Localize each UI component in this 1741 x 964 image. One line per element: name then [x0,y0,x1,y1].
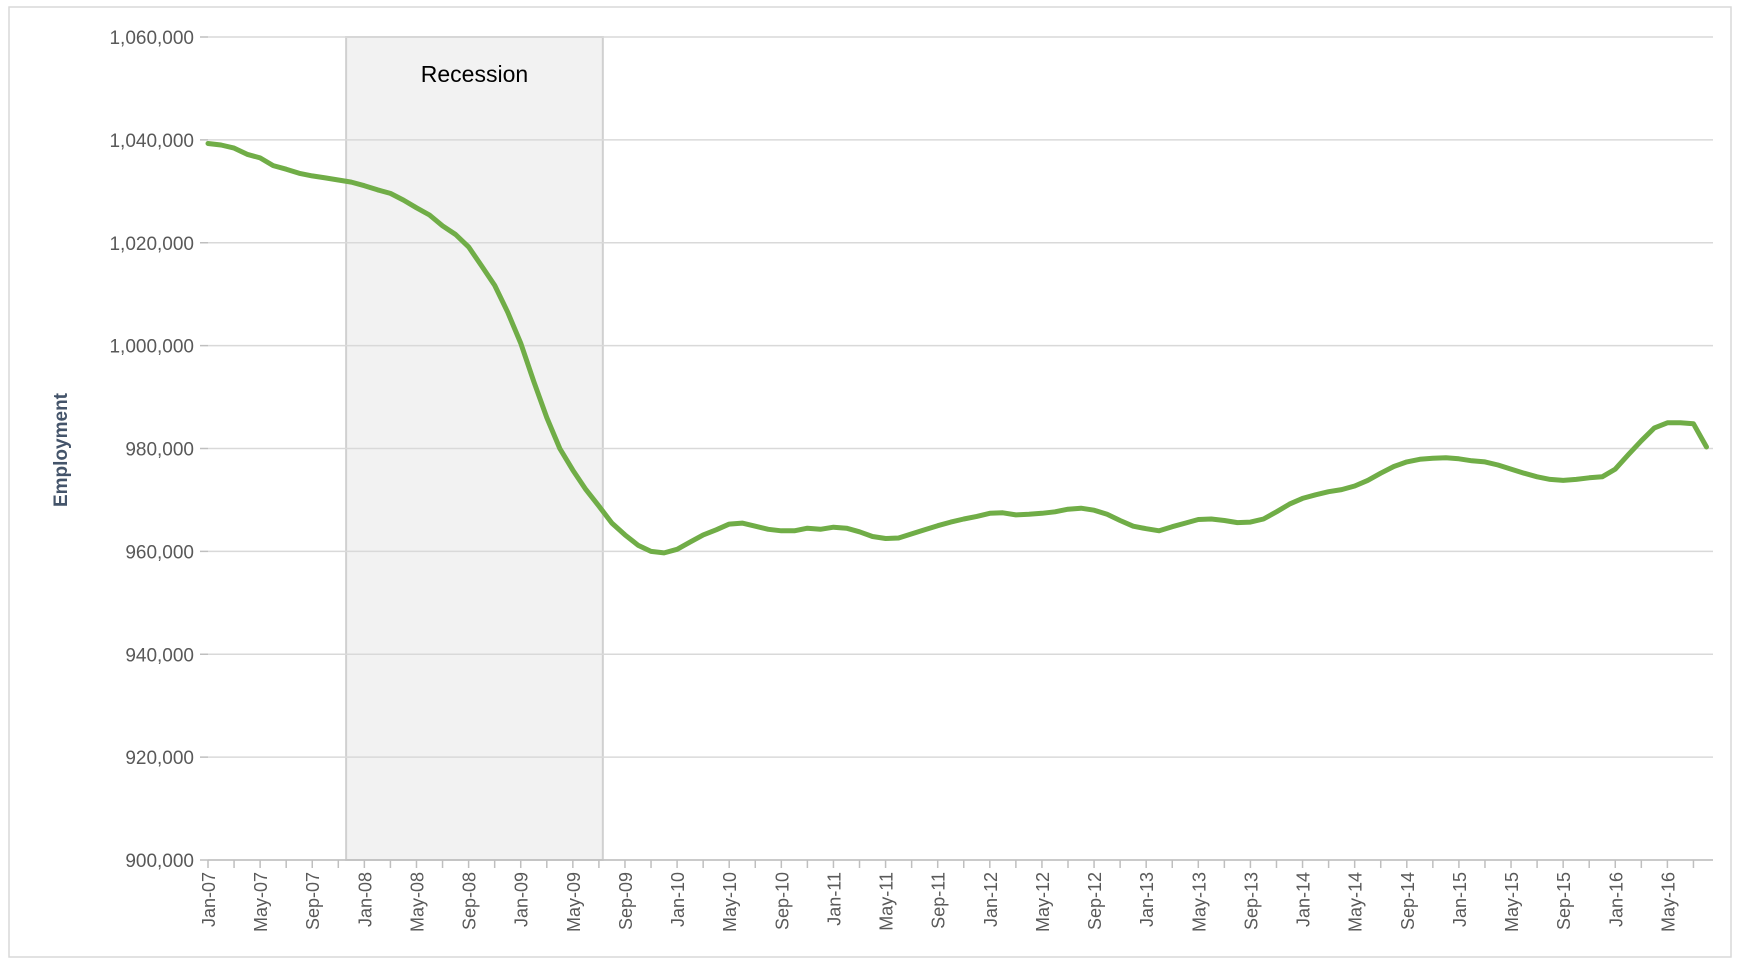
x-tick-label: Sep-12 [1085,872,1105,930]
x-tick-label: Jan-15 [1450,872,1470,927]
x-tick-label: Sep-11 [929,872,949,929]
x-tick-label: Sep-08 [460,872,480,930]
x-tick-label: Jan-11 [824,872,844,926]
x-tick-label: Sep-15 [1554,872,1574,930]
x-tick-label: Sep-14 [1398,872,1418,930]
x-tick-label: May-11 [877,872,897,931]
x-tick-label: May-10 [720,872,740,932]
x-tick-label: Jan-14 [1294,872,1314,927]
chart-border [8,6,1732,958]
y-tick-label: 1,020,000 [109,234,194,255]
y-tick-label: 960,000 [125,542,194,563]
x-tick-label: Jan-12 [981,872,1001,927]
y-tick-label: 1,000,000 [109,337,194,358]
y-tick-label: 1,060,000 [109,28,194,49]
x-tick-label: Jan-13 [1137,872,1157,927]
x-tick-label: Sep-10 [772,872,792,930]
x-tick-label: May-15 [1502,872,1522,932]
x-tick-label: May-14 [1346,872,1366,932]
y-axis-title: Employment [51,392,72,507]
x-tick-label: Jan-16 [1606,872,1626,927]
y-tick-label: 940,000 [125,645,194,666]
y-tick-label: 900,000 [125,851,194,872]
x-tick-label: May-12 [1033,872,1053,932]
x-tick-label: Jan-07 [199,872,219,927]
x-tick-label: May-09 [564,872,584,932]
x-tick-label: Jan-09 [512,872,532,927]
y-tick-label: 1,040,000 [109,131,194,152]
x-tick-label: Jan-10 [668,872,688,927]
x-tick-label: Sep-07 [303,872,323,930]
x-tick-label: Sep-13 [1241,872,1261,930]
x-tick-label: May-13 [1189,872,1209,932]
y-tick-label: 980,000 [125,440,194,461]
y-tick-label: 920,000 [125,748,194,769]
x-tick-label: May-16 [1658,872,1678,932]
x-tick-label: Jan-08 [355,872,375,927]
x-tick-label: Sep-09 [616,872,636,930]
x-tick-label: May-08 [407,872,427,932]
data-line [205,141,1709,556]
annotation-label: Recession [421,61,528,87]
x-tick-label: May-07 [251,872,271,932]
